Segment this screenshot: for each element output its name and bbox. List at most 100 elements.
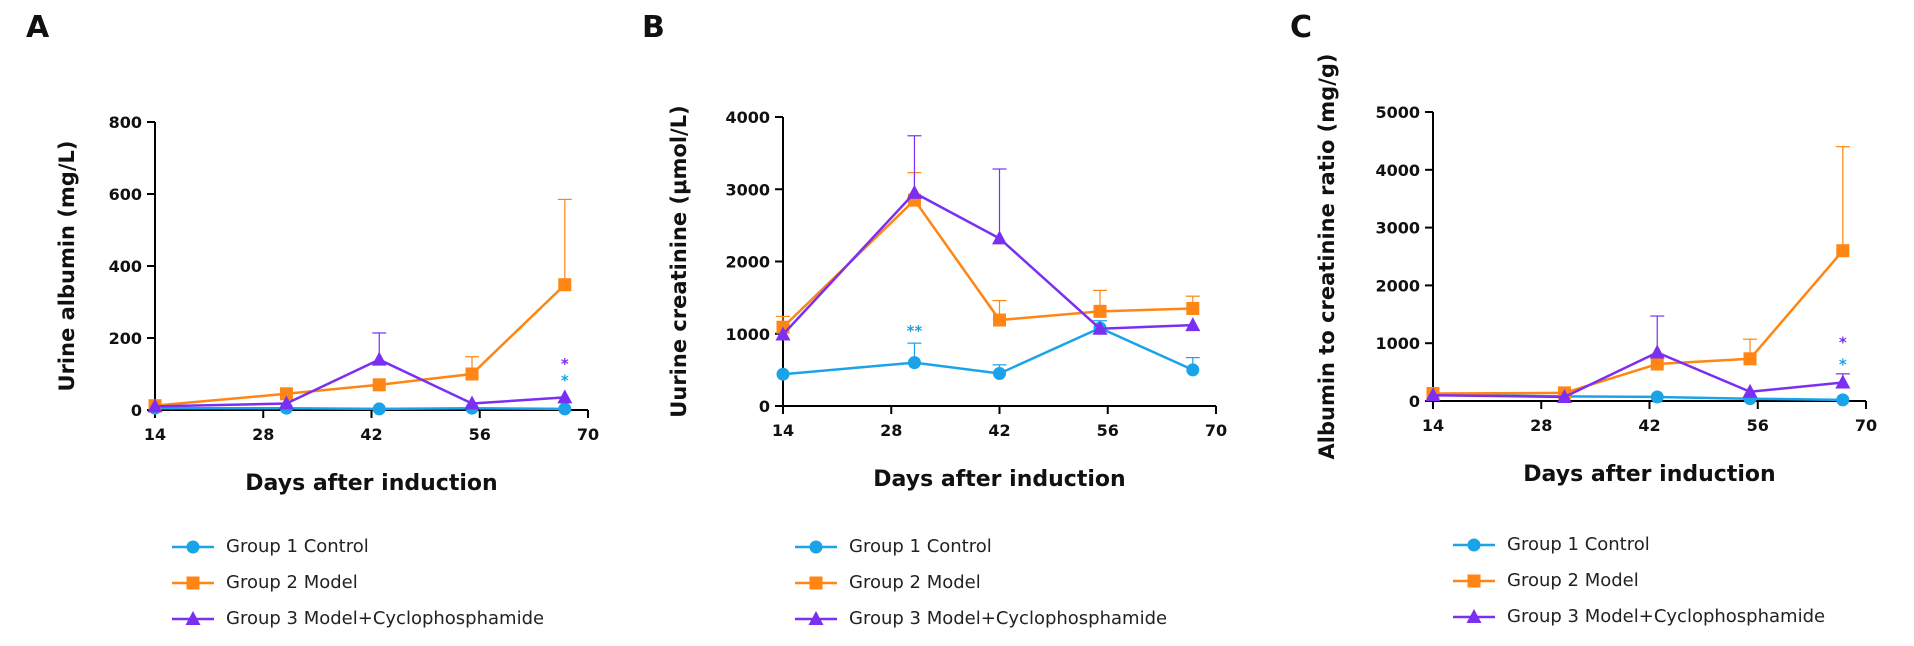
data-point [1425,387,1441,402]
data-point [1836,244,1850,258]
significance-annotation: * [561,371,569,389]
x-axis-label: Days after induction [873,467,1125,492]
x-tick-label: 56 [469,425,491,444]
data-point [372,378,386,392]
y-tick-label: 0 [1409,392,1420,411]
legend-label: Group 3 Model+Cyclophosphamide [226,608,545,629]
legend-label: Group 2 Model [1507,570,1639,591]
panel-label: B [642,10,665,45]
legend-marker [808,611,824,625]
significance-annotation: * [1839,333,1847,351]
chart-panel-b: B 0 1000 2000 3000 4000 14 28 42 56 70 Days after … [638,0,1276,646]
series-line [782,326,1194,376]
y-tick-label: 5000 [1375,103,1420,122]
legend-label: Group 1 Control [226,536,369,557]
y-tick-label: 800 [109,113,142,132]
legend-marker [1467,538,1481,552]
legend-marker [186,540,200,554]
data-point [464,395,480,410]
data-point [1650,390,1664,404]
data-point [906,184,922,199]
significance-annotation: * [1839,355,1847,373]
legend-label: Group 1 Control [849,536,992,557]
x-tick-label: 42 [360,425,382,444]
legend-swatch [1453,609,1495,623]
chart-c-svg: 0 1000 2000 3000 4000 5000 14 28 42 56 70 Days afte… [1315,54,1877,487]
legend-swatch [795,576,837,590]
data-point [993,366,1006,380]
series-square [776,172,1200,334]
y-axis-label: Albumin to creatinine ratio (mg/g) [1315,54,1339,460]
panel-label: C [1290,10,1313,45]
y-tick-label: 3000 [1375,219,1420,238]
series-line [154,283,566,407]
chart-a-svg: 0 200 400 600 800 14 28 42 56 70 Days after induct… [55,113,599,496]
data-point [1742,383,1758,398]
legend-label: Group 3 Model+Cyclophosphamide [849,608,1168,629]
legend-swatch [1453,538,1495,552]
y-tick-label: 400 [109,257,142,276]
legend-marker [1467,574,1481,588]
y-tick-label: 200 [109,329,142,348]
data-point [1743,352,1757,366]
data-point [907,356,921,370]
series-line [782,191,1193,336]
data-point [1835,374,1851,389]
x-tick-label: 14 [1422,416,1444,435]
data-point [557,389,573,404]
x-tick-label: 14 [144,425,166,444]
x-tick-label: 56 [1097,421,1119,440]
legend-label: Group 2 Model [849,572,981,593]
legend-marker [809,576,823,590]
y-axis-label: Uurine creatinine (μmol/L) [667,105,691,417]
data-point [465,367,479,381]
series-triangle [147,332,573,413]
significance-annotation: ** [907,322,923,340]
data-point [1650,357,1664,371]
x-axis-label: Days after induction [1523,462,1775,487]
data-point [1092,320,1108,335]
data-point [278,395,294,410]
x-tick-label: 28 [252,425,274,444]
legend-label: Group 2 Model [226,572,358,593]
x-tick-label: 28 [1530,416,1552,435]
legend-marker [186,576,200,590]
data-point [1836,393,1850,407]
chart-b-svg: 0 1000 2000 3000 4000 14 28 42 56 70 Days after in… [667,105,1227,492]
legend-swatch [172,540,214,554]
series-circle [1426,388,1850,407]
data-point [1186,301,1200,315]
data-point [558,278,572,292]
x-tick-label: 28 [880,421,902,440]
significance-annotation: * [561,355,569,373]
y-tick-label: 4000 [725,108,770,127]
legend-marker [1466,609,1482,623]
data-point [993,313,1006,327]
legend-swatch [795,540,837,554]
series-triangle [775,135,1201,341]
data-point [776,367,790,381]
y-tick-label: 0 [131,401,142,420]
y-axis-label: Urine albumin (mg/L) [55,141,79,392]
y-tick-label: 1000 [725,325,770,344]
series-circle [776,320,1200,381]
series-square [148,198,572,413]
y-tick-label: 1000 [1375,334,1420,353]
data-point [1186,363,1200,377]
legend-label: Group 1 Control [1507,534,1650,555]
data-point [1185,317,1201,332]
data-point [372,402,386,416]
panel-label: A [26,10,50,45]
data-point [1093,304,1107,318]
x-tick-label: 70 [1855,416,1877,435]
legend-swatch [1453,574,1495,588]
x-axis-label: Days after induction [245,471,497,496]
legend-swatch [172,611,214,625]
series-circle [148,401,572,416]
data-point [371,351,387,366]
data-point [147,398,163,413]
data-point [279,387,293,401]
data-point [775,326,791,341]
legend-marker [809,540,823,554]
data-point [992,230,1007,245]
